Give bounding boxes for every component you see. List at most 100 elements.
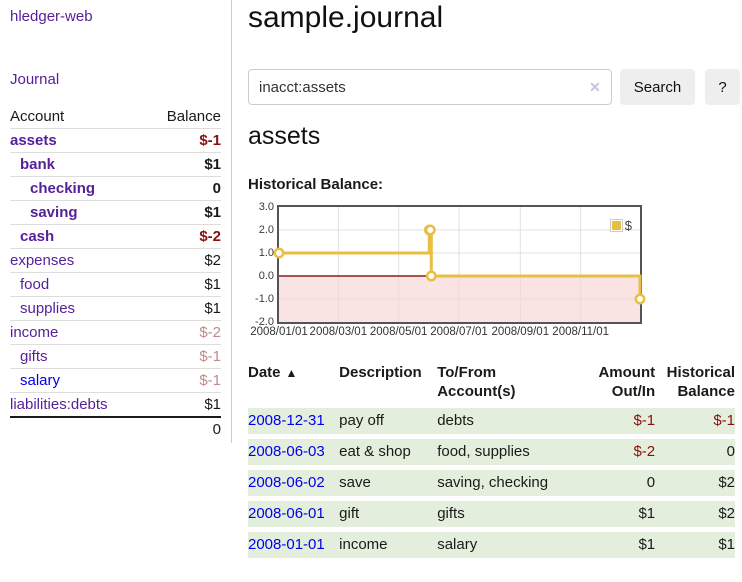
sidebar-account-link[interactable]: salary: [20, 372, 61, 389]
clear-search-icon[interactable]: ✕: [589, 79, 601, 95]
x-tick-label: 2008/11/01: [552, 326, 610, 338]
total-spacer: [10, 416, 146, 441]
sidebar-account-link[interactable]: cash: [20, 228, 55, 245]
account-row: cash $-2: [10, 224, 221, 249]
sidebar-account-link[interactable]: bank: [20, 156, 56, 173]
transaction-date-cell: 2008-06-03: [248, 439, 340, 465]
transaction-balance: $-1: [655, 408, 735, 434]
transaction-row: 2008-06-03 eat & shop food, supplies $-2 0: [248, 439, 735, 465]
transaction-date-link[interactable]: 2008-06-01: [248, 505, 325, 522]
header-amount: Amount Out/In: [598, 364, 656, 400]
sidebar-account-link[interactable]: expenses: [10, 252, 75, 269]
search-input[interactable]: [248, 69, 612, 105]
sidebar-account-link[interactable]: liabilities:debts: [10, 396, 108, 413]
transaction-row: 2008-06-01 gift gifts $1 $2: [248, 501, 735, 527]
account-row: assets $-1: [10, 128, 221, 153]
transaction-balance: $1: [655, 532, 735, 558]
transaction-date-link[interactable]: 2008-06-03: [248, 443, 325, 460]
transaction-amount: $1: [581, 501, 656, 527]
data-point: [425, 270, 437, 282]
transaction-description: gift: [339, 501, 438, 527]
account-tree-body: assets $-1 bank $1 checking 0 saving $1 cash $-2 e…: [10, 128, 221, 417]
sidebar-account-link[interactable]: saving: [30, 204, 78, 221]
data-point: [273, 247, 285, 259]
chart-legend: $: [609, 218, 632, 233]
transaction-amount: $-1: [581, 408, 656, 434]
account-tree-header: Account Balance: [10, 105, 221, 129]
account-row: supplies $1: [10, 296, 221, 321]
account-row: expenses $2: [10, 248, 221, 273]
sidebar: hledger-web Journal Account Balance asse…: [0, 0, 232, 443]
x-tick-label: 2008/05/01: [369, 326, 428, 338]
account-row: liabilities:debts $1: [10, 392, 221, 417]
transaction-accounts: gifts: [437, 501, 582, 527]
sidebar-account-link[interactable]: food: [20, 276, 50, 293]
search-form: ✕ Search ?: [248, 69, 742, 105]
account-balance: $1: [145, 296, 221, 321]
page-title: sample.journal: [248, 1, 444, 34]
x-tick-label: 2008/07/01: [430, 326, 488, 338]
transaction-description: save: [339, 470, 438, 496]
account-total-row: 0: [10, 416, 221, 441]
legend-label: $: [624, 218, 632, 233]
legend-swatch: [609, 219, 623, 232]
balance-column-header: Balance: [166, 108, 221, 125]
account-balance: $1: [145, 152, 221, 177]
transaction-row: 2008-12-31 pay off debts $-1 $-1: [248, 408, 735, 434]
sidebar-item-journal[interactable]: Journal: [10, 71, 60, 88]
account-balance: $-2: [145, 224, 221, 249]
register-header-row: Date ▲ Description To/From Account(s) Amo…: [248, 363, 735, 403]
sidebar-account-link[interactable]: income: [10, 324, 59, 341]
account-balance: $1: [145, 272, 221, 297]
account-row: income $-2: [10, 320, 221, 345]
y-tick-label: 0.0: [258, 270, 274, 282]
transaction-amount: $-2: [581, 439, 656, 465]
account-row: saving $1: [10, 200, 221, 225]
account-balance: 0: [145, 176, 221, 201]
transaction-accounts: salary: [437, 532, 582, 558]
transaction-description: pay off: [339, 408, 438, 434]
transaction-date-link[interactable]: 2008-06-02: [248, 474, 325, 491]
brand-link[interactable]: hledger-web: [10, 8, 93, 25]
x-tick-label: 2008/09/01: [491, 326, 550, 338]
main-content: sample.journal ✕ Search ? assets Histori…: [248, 0, 742, 582]
account-balance: $-1: [145, 128, 221, 153]
sidebar-account-link[interactable]: checking: [30, 180, 96, 197]
header-description: Description: [339, 364, 422, 381]
chart-title: Historical Balance:: [248, 176, 384, 193]
sort-ascending-icon[interactable]: ▲: [285, 366, 298, 380]
transaction-date-cell: 2008-01-01: [248, 532, 340, 558]
transaction-row: 2008-06-02 save saving, checking 0 $2: [248, 470, 735, 496]
account-row: food $1: [10, 272, 221, 297]
sidebar-account-link[interactable]: gifts: [20, 348, 48, 365]
y-tick-label: 1.0: [258, 247, 274, 259]
account-balance: $-1: [145, 368, 221, 393]
negative-region: [279, 276, 640, 322]
transaction-balance: 0: [655, 439, 735, 465]
transaction-date-link[interactable]: 2008-12-31: [248, 412, 325, 429]
transaction-balance: $2: [655, 501, 735, 527]
y-tick-label: -2.0: [255, 316, 274, 328]
account-column-header: Account: [10, 108, 65, 125]
account-balance: $1: [145, 392, 221, 417]
header-date[interactable]: Date ▲: [248, 364, 298, 381]
help-button[interactable]: ?: [705, 69, 740, 105]
transaction-amount: $1: [581, 532, 656, 558]
y-tick-label: 3.0: [258, 201, 274, 213]
data-point: [424, 224, 436, 236]
account-row: salary $-1: [10, 368, 221, 393]
search-button[interactable]: Search: [620, 69, 695, 105]
sidebar-account-link[interactable]: supplies: [20, 300, 76, 317]
transaction-description: eat & shop: [339, 439, 438, 465]
account-balance: $-1: [145, 344, 221, 369]
register-body: 2008-12-31 pay off debts $-1 $-1 2008-06-03 ea…: [248, 408, 735, 558]
x-tick-label: 2008/03/01: [309, 326, 368, 338]
account-row: checking 0: [10, 176, 221, 201]
account-balance: $2: [145, 248, 221, 273]
x-tick-label: 2008/01/01: [250, 326, 308, 338]
transaction-date-link[interactable]: 2008-01-01: [248, 536, 325, 553]
account-heading: assets: [248, 122, 321, 150]
transaction-accounts: debts: [437, 408, 582, 434]
transaction-description: income: [339, 532, 438, 558]
sidebar-account-link[interactable]: assets: [10, 132, 57, 149]
